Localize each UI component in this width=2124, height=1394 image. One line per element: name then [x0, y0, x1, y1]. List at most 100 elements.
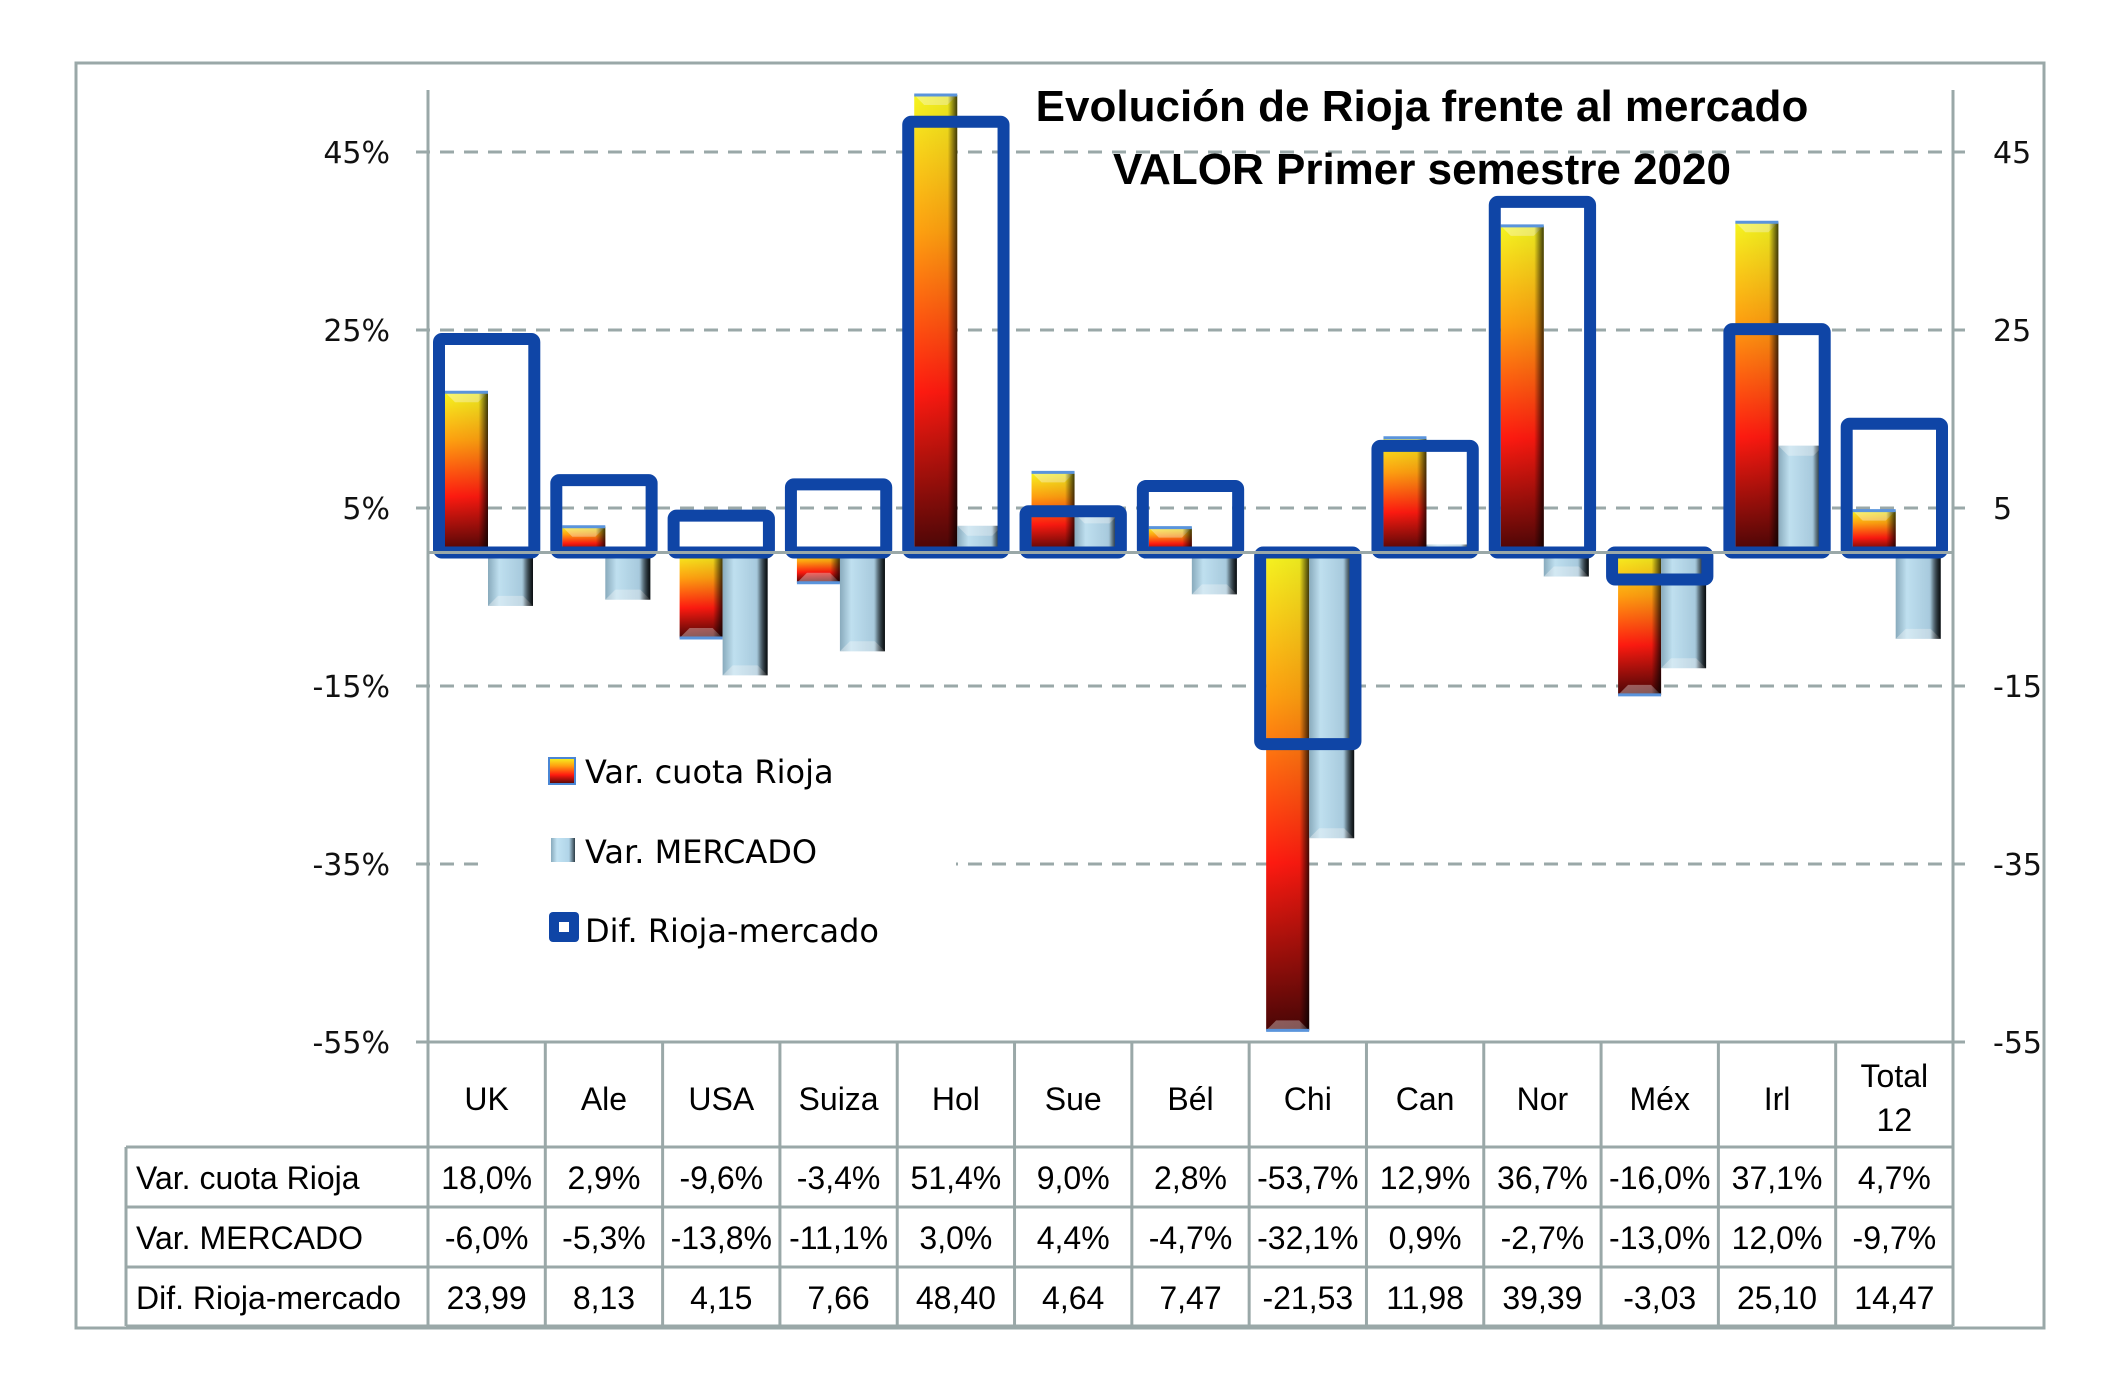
table-cell: 4,7%	[1858, 1160, 1931, 1196]
table-cell: -21,53	[1262, 1280, 1353, 1316]
bar-rioja-shade	[445, 392, 488, 553]
category-label: 12	[1877, 1102, 1913, 1138]
table-cell: 4,4%	[1037, 1220, 1110, 1256]
right-tick-label: 45	[1993, 136, 2031, 171]
bar-rioja	[1266, 552, 1310, 1032]
bar-mercado-shade	[1074, 513, 1120, 553]
bar-mercado	[1895, 552, 1941, 639]
bar-rioja	[914, 93, 958, 553]
bars	[445, 93, 1941, 1032]
left-tick-label: -35%	[312, 848, 390, 883]
table-cell: 48,40	[916, 1280, 996, 1316]
legend-item-mercado: Var. MERCADO	[551, 833, 817, 871]
table-cell: -9,7%	[1853, 1220, 1937, 1256]
legend-label-mercado: Var. MERCADO	[585, 833, 817, 871]
category-label: Can	[1396, 1081, 1455, 1117]
table-cell: -32,1%	[1257, 1220, 1358, 1256]
table-cell: 2,9%	[567, 1160, 640, 1196]
bar-mercado-shade	[1895, 552, 1941, 639]
table-cell: -6,0%	[445, 1220, 529, 1256]
bar-mercado-shade	[605, 552, 651, 600]
table-row-label: Var. cuota Rioja	[136, 1160, 360, 1196]
table-cell: -5,3%	[562, 1220, 646, 1256]
right-tick-label: 5	[1993, 492, 2012, 527]
bar-rioja-shade	[1383, 437, 1427, 553]
table-cell: 9,0%	[1037, 1160, 1110, 1196]
category-label: Chi	[1284, 1081, 1332, 1117]
category-label: Total	[1861, 1058, 1929, 1094]
bar-rioja-shade	[1500, 225, 1544, 553]
bar-mercado	[1191, 552, 1237, 595]
table-row-label: Dif. Rioja-mercado	[136, 1280, 401, 1316]
category-label: Nor	[1517, 1081, 1569, 1117]
table-cell: 4,64	[1042, 1280, 1104, 1316]
table-cell: -4,7%	[1149, 1220, 1233, 1256]
legend-item-rioja: Var. cuota Rioja	[548, 753, 834, 791]
table-cell: -16,0%	[1609, 1160, 1710, 1196]
category-label: Suiza	[799, 1081, 879, 1117]
table-cell: 2,8%	[1154, 1160, 1227, 1196]
table-cell: 3,0%	[919, 1220, 992, 1256]
left-tick-label: 25%	[323, 314, 390, 349]
legend-label-rioja: Var. cuota Rioja	[585, 753, 834, 791]
category-label: Sue	[1045, 1081, 1102, 1117]
table-cell: -13,8%	[671, 1220, 772, 1256]
bar-rioja	[1735, 220, 1779, 553]
right-tick-label: -35	[1993, 848, 2042, 883]
table-cell: -9,6%	[679, 1160, 763, 1196]
table-cell: 25,10	[1737, 1280, 1817, 1316]
bar-rioja	[1383, 436, 1427, 553]
table-cell: 36,7%	[1497, 1160, 1588, 1196]
left-tick-label: 45%	[323, 136, 390, 171]
legend-swatch-rioja-icon	[548, 757, 576, 785]
right-tick-label: -15	[1993, 670, 2042, 705]
bar-mercado	[1074, 513, 1120, 553]
bar-rioja	[1500, 224, 1544, 553]
dif-boxes	[428, 115, 1953, 751]
table-cell: -53,7%	[1257, 1160, 1358, 1196]
left-tick-label: -15%	[312, 670, 390, 705]
table-cell: 11,98	[1386, 1280, 1464, 1316]
category-label: Irl	[1764, 1081, 1791, 1117]
legend-swatch-dif-inner	[559, 922, 569, 932]
chart-frame	[74, 61, 2046, 1330]
category-label: Hol	[932, 1081, 980, 1117]
bar-mercado	[1309, 552, 1355, 839]
chart-subtitle: VALOR Primer semestre 2020	[1113, 145, 1731, 194]
bar-mercado-shade	[1191, 552, 1237, 595]
category-label: UK	[464, 1081, 508, 1117]
left-tick-label: -55%	[312, 1026, 390, 1061]
chart-title: Evolución de Rioja frente al mercado	[1036, 82, 1809, 131]
table-cell: 12,0%	[1732, 1220, 1823, 1256]
category-label: Méx	[1630, 1081, 1690, 1117]
legend-swatch-mercado-icon	[551, 838, 575, 862]
right-tick-label: -55	[1993, 1026, 2042, 1061]
gridlines	[416, 150, 1965, 866]
legend-item-dif: Dif. Rioja-mercado	[549, 912, 879, 950]
bar-rioja	[679, 552, 723, 640]
bar-mercado	[1778, 445, 1824, 553]
bar-rioja-shade	[1852, 510, 1896, 553]
table-cell: 4,15	[690, 1280, 752, 1316]
tick-labels: 45% 45 25% 25 5% 5 -15% -15 -35% -35 -55% -55	[312, 136, 2042, 1061]
table-cell: -2,7%	[1501, 1220, 1585, 1256]
table-cell: -3,03	[1623, 1280, 1696, 1316]
bar-mercado-shade	[722, 552, 768, 676]
bar-mercado	[605, 552, 651, 600]
category-label: Ale	[581, 1081, 627, 1117]
left-tick-label: 5%	[342, 492, 390, 527]
table-cell: 0,9%	[1389, 1220, 1462, 1256]
bar-mercado-shade	[1309, 552, 1355, 839]
bar-mercado-shade	[839, 552, 885, 652]
bar-mercado	[839, 552, 885, 652]
table-cell: 23,99	[447, 1280, 527, 1316]
bar-rioja-shade	[914, 95, 958, 553]
bar-rioja-shade	[1266, 552, 1310, 1031]
table-cell: 14,47	[1854, 1280, 1934, 1316]
category-label: USA	[688, 1081, 754, 1117]
table-cell: 7,66	[807, 1280, 869, 1316]
bar-mercado-shade	[488, 552, 533, 606]
category-label: Bél	[1167, 1081, 1213, 1117]
bar-rioja	[1852, 509, 1896, 553]
axes	[416, 90, 1965, 1044]
